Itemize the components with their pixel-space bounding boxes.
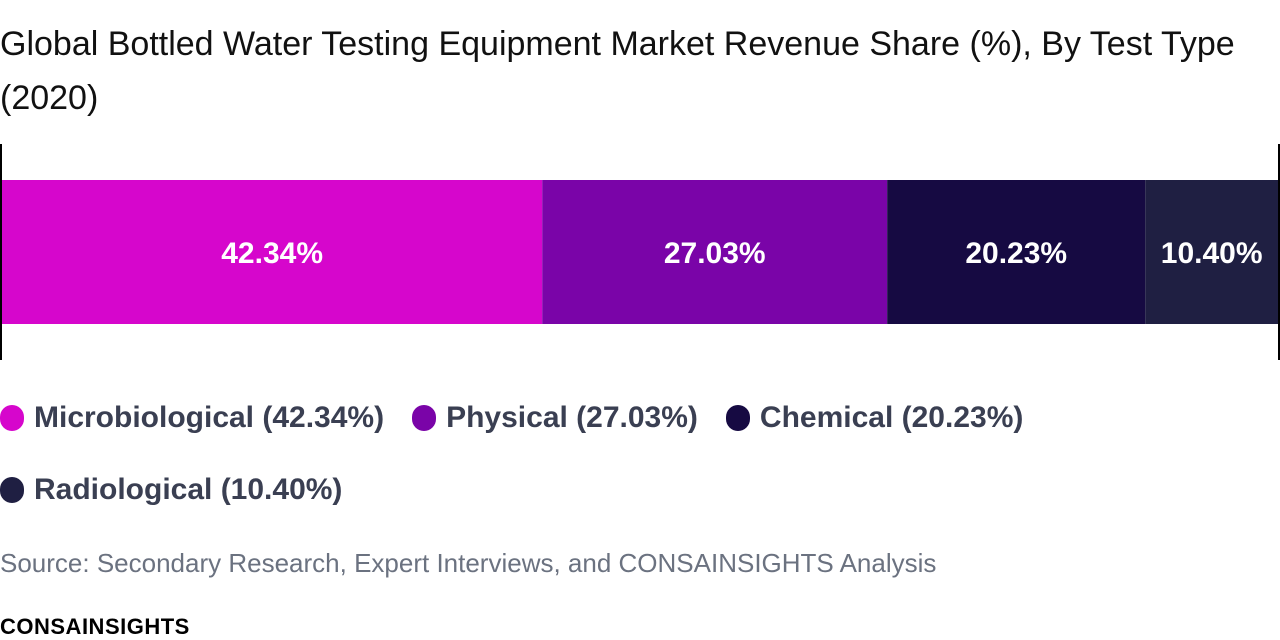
legend-item-physical[interactable]: Physical (27.03%)	[412, 401, 698, 435]
source-note: Source: Secondary Research, Expert Inter…	[0, 548, 937, 578]
legend-swatch-microbiological	[0, 405, 24, 431]
bar-segment-microbiological[interactable]	[2, 180, 543, 324]
legend-item-chemical[interactable]: Chemical (20.23%)	[725, 401, 1024, 435]
legend-row: Radiological (10.40%)	[0, 454, 1280, 526]
data-label-physical: 27.03%	[664, 237, 766, 270]
legend-item-microbiological[interactable]: Microbiological (42.34%)	[0, 401, 384, 435]
bar-segment-physical[interactable]	[542, 180, 888, 324]
legend-label: Microbiological (42.34%)	[34, 401, 385, 434]
legend-label: Physical (27.03%)	[446, 401, 698, 434]
brand-logo-text: CONSAINSIGHTS	[0, 614, 190, 639]
legend: Microbiological (42.34%) Physical (27.03…	[0, 382, 1280, 526]
stacked-bar-chart: 42.34% 27.03% 20.23% 10.40%	[0, 144, 1280, 360]
legend-label: Chemical (20.23%)	[759, 401, 1024, 434]
bar-segment-chemical[interactable]	[887, 180, 1146, 324]
data-label-radiological: 10.40%	[1161, 237, 1263, 270]
bar-segments: 42.34% 27.03% 20.23% 10.40%	[2, 180, 1278, 324]
legend-item-radiological[interactable]: Radiological (10.40%)	[0, 473, 342, 507]
data-label-microbiological: 42.34%	[221, 237, 323, 270]
legend-label: Radiological (10.40%)	[34, 473, 343, 506]
bar-segment-radiological[interactable]	[1145, 180, 1278, 324]
legend-row: Microbiological (42.34%) Physical (27.03…	[0, 382, 1280, 454]
legend-swatch-chemical	[725, 405, 750, 431]
legend-swatch-radiological	[0, 477, 24, 503]
data-label-chemical: 20.23%	[965, 237, 1067, 270]
chart-area: 42.34% 27.03% 20.23% 10.40%	[0, 144, 1280, 360]
legend-swatch-physical	[412, 405, 437, 431]
chart-title: Global Bottled Water Testing Equipment M…	[0, 25, 1235, 117]
